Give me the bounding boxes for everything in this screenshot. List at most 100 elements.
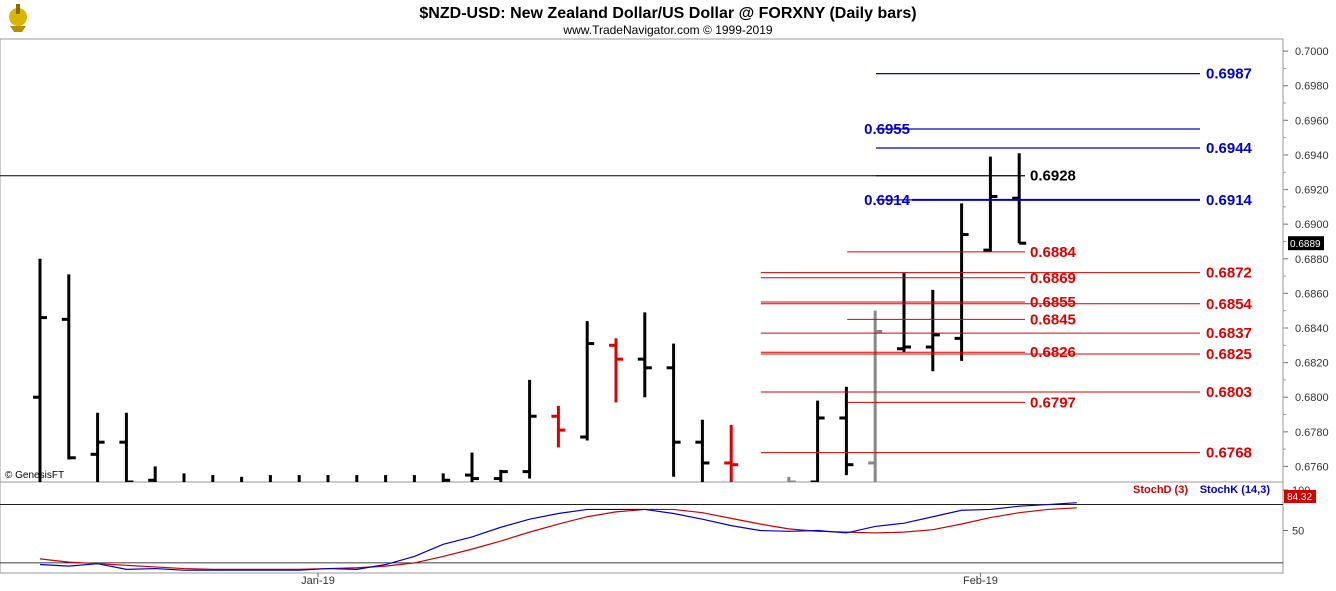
- price-bar: [954, 203, 969, 361]
- stoch-series-line: [39, 507, 1077, 570]
- price-level: 0.6837: [760, 325, 1252, 342]
- price-level: 0.6768: [760, 445, 1252, 462]
- price-bar: [384, 475, 388, 482]
- stochastic-lines: [39, 502, 1077, 571]
- stochastic-reference-lines: [0, 504, 1283, 564]
- chart-title: $NZD-USD: New Zealand Dollar/US Dollar @…: [419, 5, 916, 22]
- price-tick-label: 0.6940: [1295, 150, 1329, 162]
- price-bar: [119, 412, 134, 482]
- price-level: 0.6955: [864, 121, 1200, 138]
- price-bar: [297, 475, 301, 482]
- price-level-label: 0.6768: [1206, 445, 1252, 462]
- time-axis: Jan-19 Feb-19: [301, 573, 998, 587]
- price-level: 0.6884: [847, 244, 1077, 261]
- price-bar: [787, 476, 796, 482]
- price-bar: [839, 386, 854, 476]
- price-level-label: 0.6884: [1030, 244, 1077, 261]
- time-tick-label: Feb-19: [963, 575, 998, 587]
- price-tick-label: 0.6860: [1295, 288, 1329, 300]
- price-bar: [753, 484, 767, 501]
- price-level-label: 0.6797: [1030, 394, 1076, 411]
- price-tick-label: 0.6880: [1295, 254, 1329, 266]
- price-bar: [1012, 153, 1027, 245]
- price-bar: [724, 424, 739, 482]
- price-tick-label: 0.6800: [1295, 392, 1329, 404]
- price-level-label: 0.6987: [1206, 66, 1252, 83]
- price-level-label: 0.6855: [1030, 294, 1076, 311]
- price-tick-label: 0.6900: [1295, 219, 1329, 231]
- price-level: 0.6845: [847, 311, 1076, 328]
- price-level-label: 0.6928: [1030, 168, 1076, 185]
- price-level: 0.6928: [876, 168, 1076, 185]
- price-bar: [580, 321, 595, 441]
- stochastic-panel: [0, 481, 1284, 574]
- legend-stochk: StochK (14,3): [1200, 484, 1271, 496]
- price-tick-label: 0.6780: [1295, 427, 1329, 439]
- price-bar: [897, 272, 911, 353]
- watermark: © GenesisFT: [5, 470, 64, 481]
- price-level: 0.6872: [760, 265, 1252, 282]
- price-level-label: 0.6869: [1030, 270, 1076, 287]
- price-bars: [33, 153, 1027, 501]
- price-bar: [61, 274, 76, 460]
- price-level: 0.6826: [760, 344, 1076, 361]
- price-tick-label: 0.6960: [1295, 115, 1329, 127]
- last-stoch-badge: 84.32: [1284, 490, 1316, 503]
- price-level-label: 0.6914: [1206, 192, 1253, 209]
- price-level: 0.6825: [760, 346, 1252, 363]
- price-level-label: 0.6944: [1206, 140, 1253, 157]
- price-level: 0.6987: [876, 66, 1252, 83]
- price-bar: [268, 475, 272, 482]
- legend-stochd: StochD (3): [1133, 484, 1188, 496]
- price-tick-label: 0.6840: [1295, 323, 1329, 335]
- last-stoch-label: 84.32: [1287, 492, 1312, 503]
- last-price-badge: 0.6889: [1288, 236, 1324, 251]
- price-bar: [326, 475, 330, 482]
- stoch-tick-label: 50: [1292, 526, 1304, 538]
- price-bar: [148, 466, 157, 482]
- price-axis: 0.7000 0.6980 0.6960 0.6940 0.6920 0.6900 0.68…: [1283, 46, 1329, 473]
- stoch-series-line: [39, 502, 1077, 571]
- price-bar: [493, 469, 508, 482]
- time-tick-label: Jan-19: [301, 575, 335, 587]
- price-level-label: 0.6803: [1206, 384, 1252, 401]
- price-bar: [90, 412, 105, 482]
- logo-icon: [9, 4, 27, 32]
- price-level: 0.6803: [760, 384, 1252, 401]
- price-level-label: 0.6837: [1206, 325, 1252, 342]
- price-bar: [868, 310, 883, 482]
- price-tick-label: 0.6920: [1295, 185, 1329, 197]
- price-level: 0.6944: [876, 140, 1253, 157]
- price-tick-label: 0.7000: [1295, 46, 1329, 58]
- price-bar: [983, 156, 998, 252]
- price-bar: [441, 473, 451, 482]
- price-bar: [551, 405, 566, 448]
- price-bar: [637, 312, 652, 398]
- price-bar: [695, 419, 710, 482]
- price-level: 0.6855: [760, 294, 1076, 311]
- price-bar: [211, 475, 215, 482]
- last-price-label: 0.6889: [1290, 239, 1321, 250]
- price-tick-label: 0.6760: [1295, 461, 1329, 473]
- price-level: 0.6854: [760, 296, 1253, 313]
- price-panel: [0, 38, 1284, 483]
- price-level: 0.6797: [847, 394, 1076, 411]
- price-bar: [609, 338, 623, 403]
- price-bar: [412, 475, 416, 482]
- price-level-label: 0.6825: [1206, 346, 1252, 363]
- price-tick-label: 0.6820: [1295, 358, 1329, 370]
- price-bar: [666, 343, 681, 477]
- price-bar: [240, 476, 244, 482]
- price-level-label: 0.6955: [864, 121, 910, 138]
- price-level: 0.6869: [760, 270, 1076, 287]
- price-level-label: 0.6872: [1206, 265, 1252, 282]
- price-bar: [465, 452, 479, 482]
- price-bar: [182, 473, 186, 482]
- chart-subtitle: www.TradeNavigator.com © 1999-2019: [562, 23, 772, 37]
- price-bar: [33, 258, 47, 482]
- price-bar: [522, 379, 537, 479]
- price-level-label: 0.6826: [1030, 344, 1076, 361]
- price-tick-label: 0.6980: [1295, 81, 1329, 93]
